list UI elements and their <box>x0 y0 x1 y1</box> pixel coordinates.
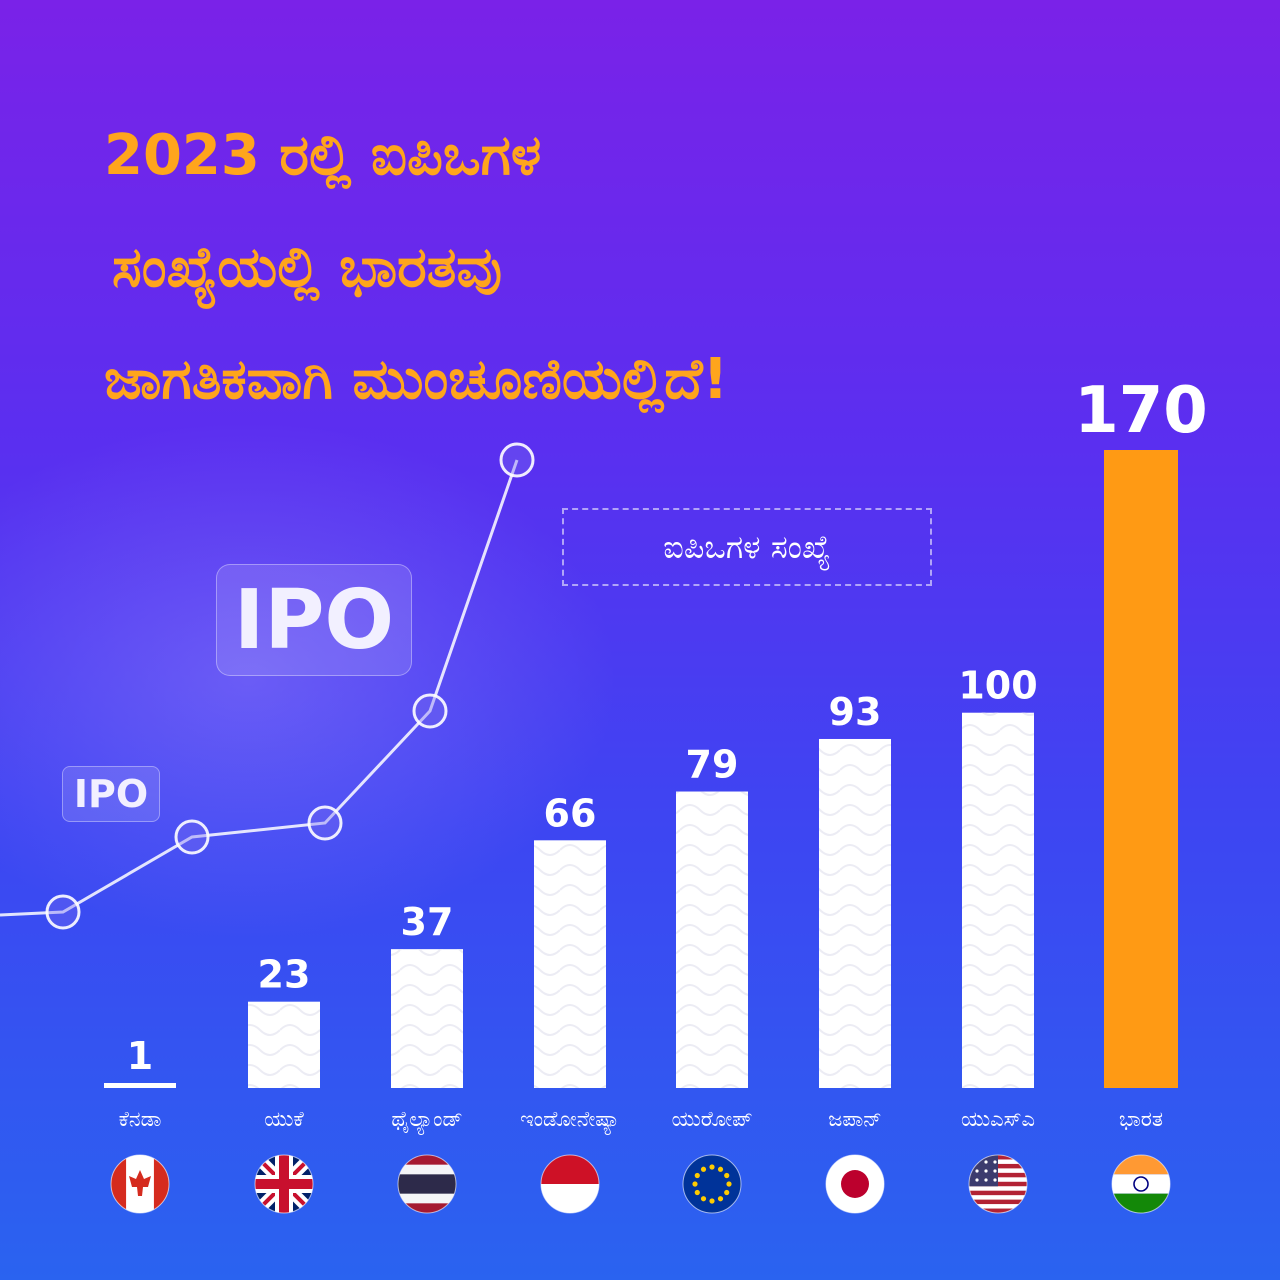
category-labels-group: ಕೆನಡಾ ಯುಕೆ ಥೈಲ್ಯಾಂಡ್ ಇಂಡೋನೇಷ್ಯಾ ಯುರೋಪ್ ಜಪಾನ್ ಯ… <box>119 1107 1163 1135</box>
category-label-2: ಥೈಲ್ಯಾಂಡ್ <box>391 1107 462 1135</box>
japan-flag-icon <box>825 1154 885 1214</box>
category-label-6: ಯುಎಸ್ಎ <box>961 1107 1035 1131</box>
bar-pattern-1 <box>248 1001 320 1088</box>
category-label-4: ಯುರೋಪ್ <box>672 1107 753 1131</box>
title-line-1: 2023 ರಲ್ಲಿ ಐಪಿಒಗಳ <box>104 123 542 188</box>
bar-7 <box>1104 450 1178 1088</box>
bar-pattern-4 <box>676 791 748 1088</box>
uk-flag-icon <box>254 1154 314 1214</box>
ipo-badge-large: IPO <box>216 564 412 676</box>
india-flag-icon <box>1111 1154 1171 1214</box>
value-label-6: 100 <box>958 664 1037 708</box>
category-label-0: ಕೆನಡಾ <box>119 1107 162 1131</box>
canada-flag-icon <box>110 1154 170 1214</box>
ipo-badge-small: IPO <box>62 766 160 822</box>
category-label-1: ಯುಕೆ <box>264 1107 304 1131</box>
bars-group <box>104 450 1178 1088</box>
value-labels-group: 1 23 37 66 79 93 100 170 <box>127 374 1208 1078</box>
trend-node-4 <box>499 442 535 478</box>
bar-pattern-3 <box>534 840 606 1088</box>
category-label-7: ಭಾರತ <box>1119 1107 1163 1131</box>
eu-flag-icon <box>682 1154 742 1214</box>
chart-legend: ಐಪಿಒಗಳ ಸಂಖ್ಯೆ <box>562 508 932 586</box>
bar-0 <box>104 1083 176 1088</box>
decorative-trend-line <box>0 442 535 930</box>
background-glow <box>0 420 620 940</box>
page-title: 2023 ರಲ್ಲಿ ಐಪಿಒಗಳ ಸಂಖ್ಯೆಯಲ್ಲಿ ಭಾರತವು ಜಾಗ… <box>104 100 1044 436</box>
value-label-1: 23 <box>258 953 311 997</box>
trend-node-2 <box>307 805 343 841</box>
flags-group <box>110 1154 1171 1214</box>
bar-pattern-6 <box>962 712 1034 1088</box>
value-label-7: 170 <box>1074 374 1208 448</box>
value-label-3: 66 <box>544 791 597 835</box>
bar-pattern-2 <box>391 949 463 1088</box>
value-label-0: 1 <box>127 1034 153 1078</box>
category-label-3: ಇಂಡೋನೇಷ್ಯಾ <box>520 1107 620 1135</box>
indonesia-flag-icon <box>540 1154 600 1214</box>
thailand-flag-icon <box>397 1154 457 1214</box>
bar-pattern-5 <box>819 738 891 1088</box>
value-label-5: 93 <box>829 690 882 734</box>
trend-node-0 <box>45 894 81 930</box>
value-label-4: 79 <box>686 743 739 787</box>
title-line-2: ಸಂಖ್ಯೆಯಲ್ಲಿ ಭಾರತವು <box>112 235 503 300</box>
trend-node-3 <box>412 693 448 729</box>
usa-flag-icon <box>968 1154 1028 1214</box>
title-line-3: ಜಾಗತಿಕವಾಗಿ ಮುಂಚೂಣಿಯಲ್ಲಿದೆ! <box>104 347 729 412</box>
category-label-5: ಜಪಾನ್ <box>828 1107 881 1131</box>
value-label-2: 37 <box>401 900 454 944</box>
trend-node-1 <box>174 819 210 855</box>
trend-line <box>0 459 519 917</box>
